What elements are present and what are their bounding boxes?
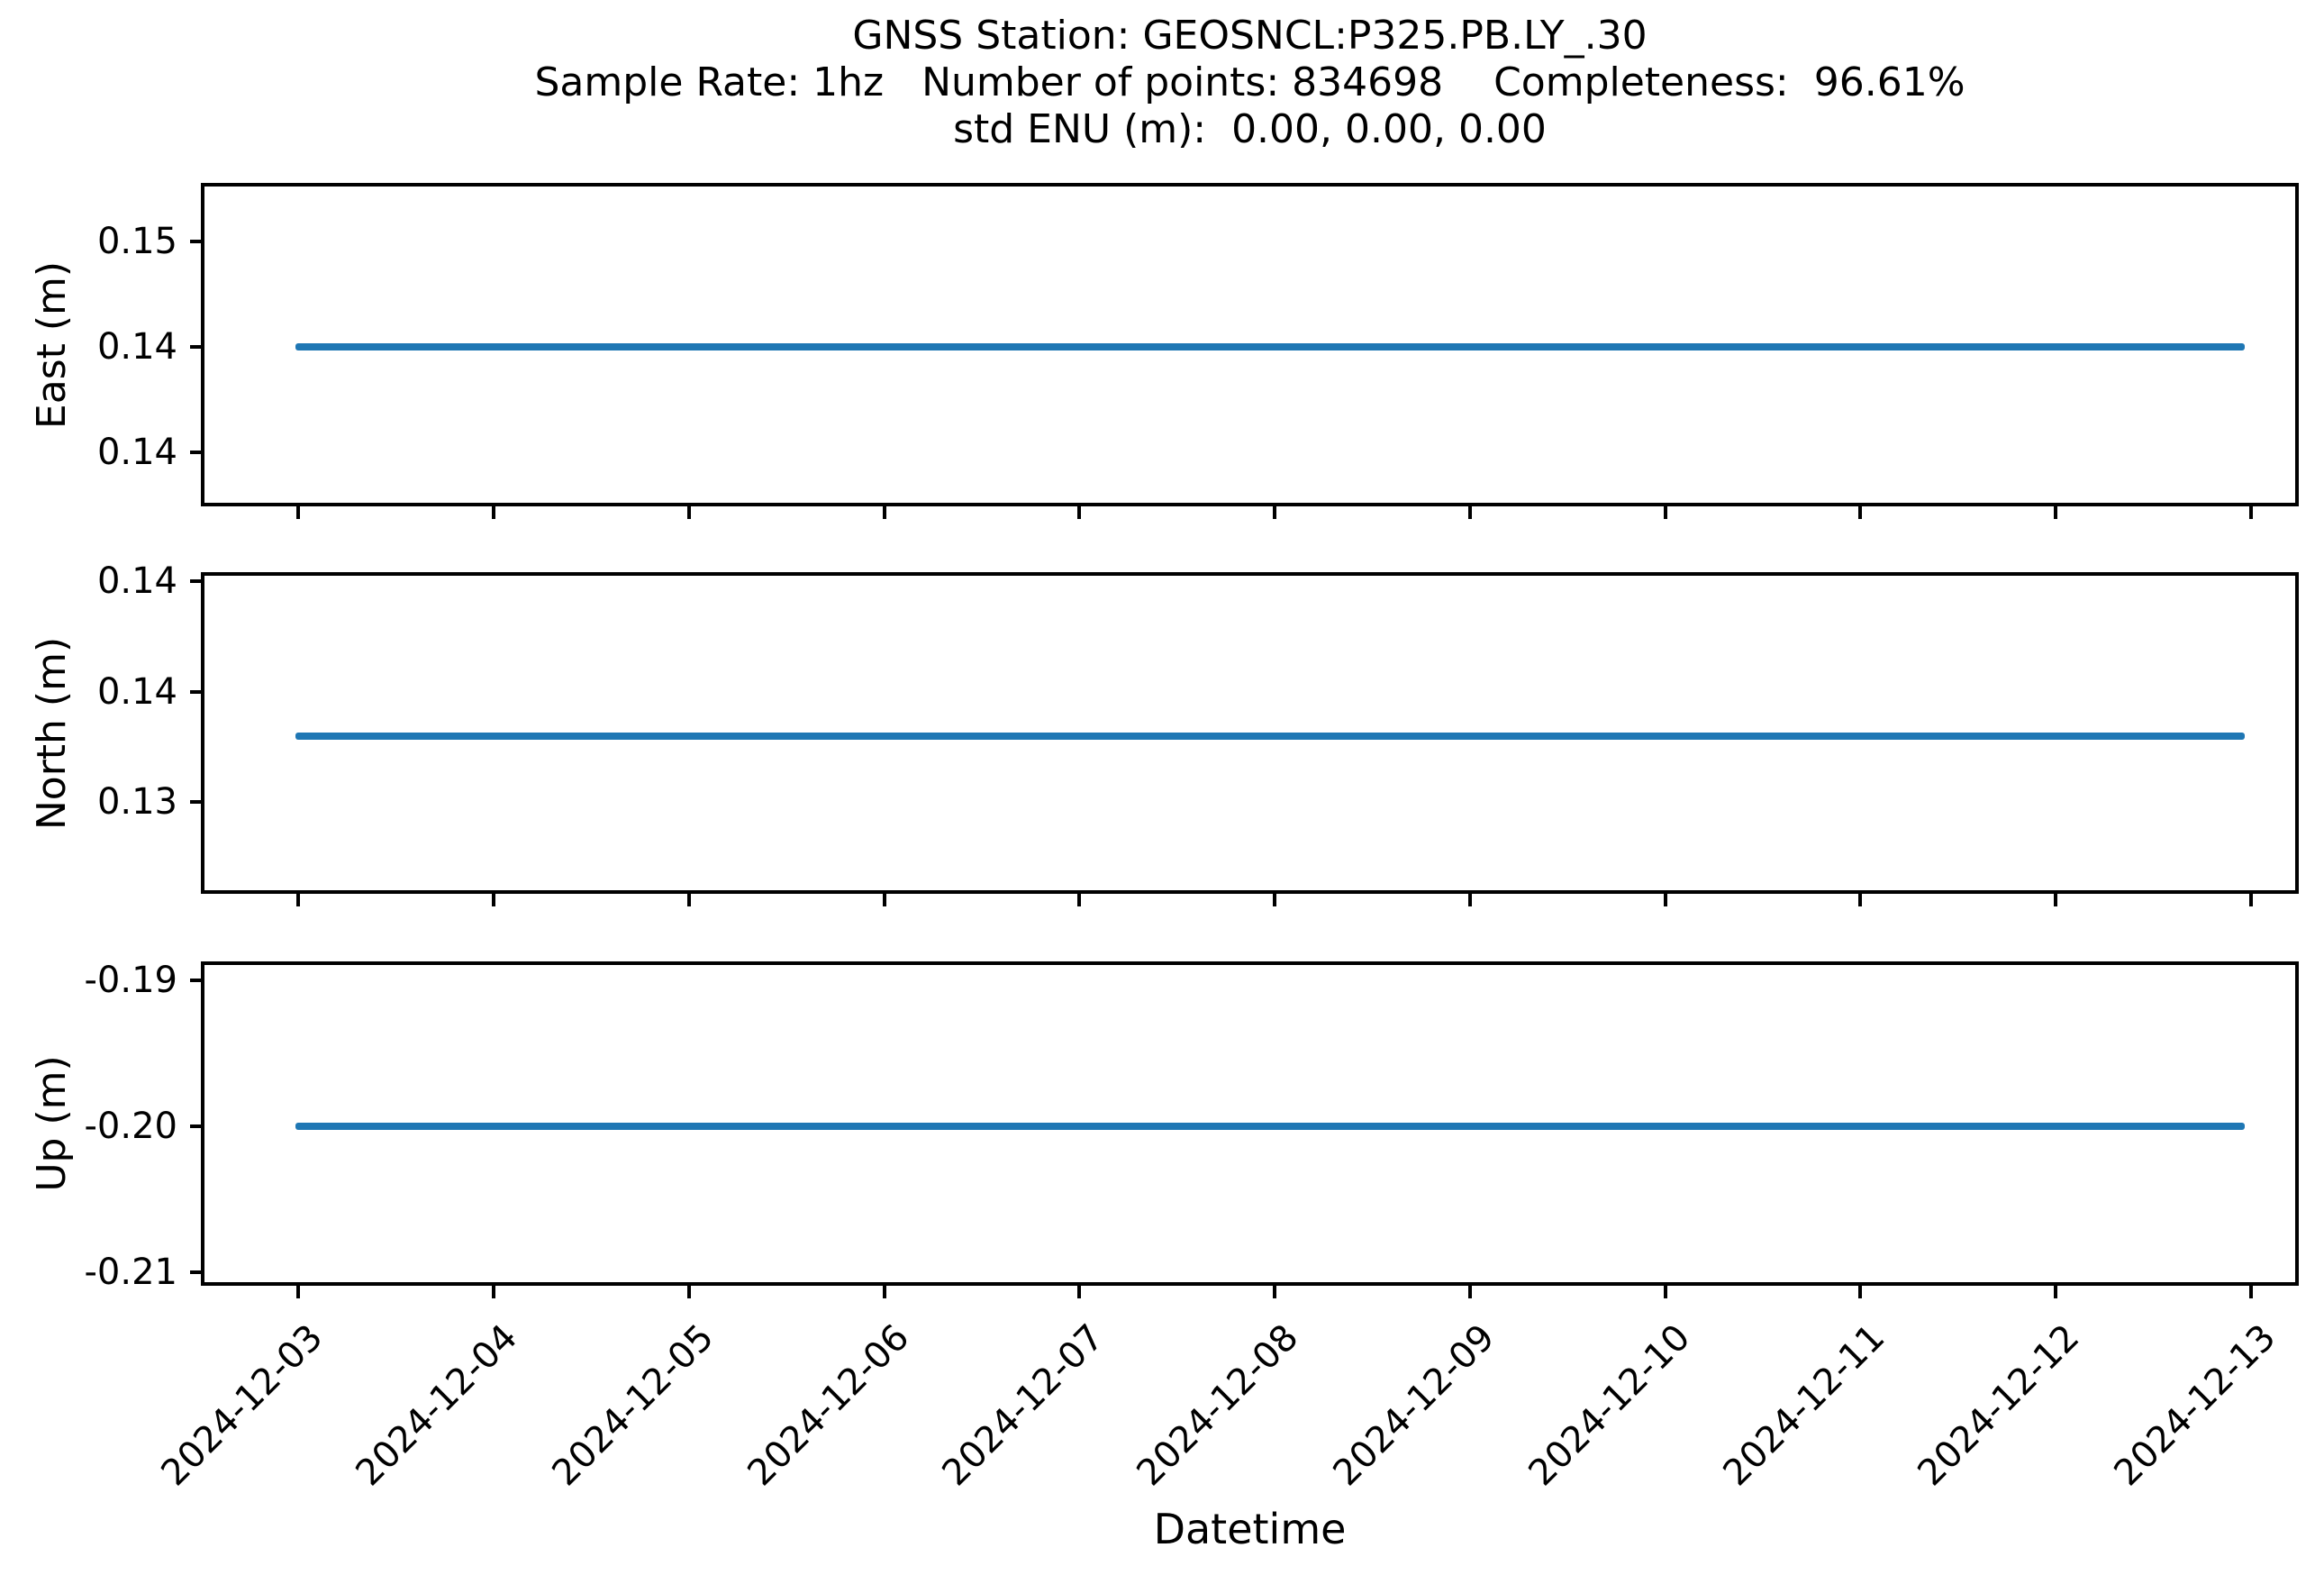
x-tick-label-date-1: 2024-12-04 (348, 1316, 526, 1495)
x-tick-mark-north-7 (1664, 894, 1667, 906)
x-tick-label-date-8: 2024-12-11 (1714, 1316, 1893, 1495)
y-tick-mark-up-1 (190, 1124, 203, 1128)
x-tick-mark-east-0 (296, 506, 301, 519)
x-tick-mark-east-4 (1077, 506, 1081, 519)
y-axis-label-up: Up (m) (29, 1055, 75, 1192)
x-tick-mark-up-9 (2053, 1286, 2057, 1298)
y-tick-label-up-0: -0.19 (84, 959, 178, 1001)
x-tick-label-date-9: 2024-12-12 (1910, 1316, 2088, 1495)
x-tick-mark-east-2 (687, 506, 692, 519)
x-tick-mark-north-10 (2249, 894, 2254, 906)
y-tick-label-east-2: 0.14 (96, 432, 177, 474)
y-tick-label-north-0: 0.14 (96, 560, 177, 603)
y-tick-label-up-1: -0.20 (84, 1105, 178, 1147)
east-line (295, 342, 2246, 351)
x-tick-mark-up-5 (1272, 1286, 1276, 1298)
y-tick-mark-north-0 (190, 579, 203, 584)
x-tick-mark-up-4 (1077, 1286, 1081, 1298)
x-tick-label-date-4: 2024-12-07 (933, 1316, 1112, 1495)
x-tick-mark-north-1 (491, 894, 495, 906)
x-tick-mark-north-2 (687, 894, 692, 906)
y-tick-mark-north-2 (190, 800, 203, 805)
y-tick-mark-up-0 (190, 978, 203, 982)
x-tick-label-date-6: 2024-12-09 (1325, 1316, 1502, 1495)
x-tick-mark-east-9 (2053, 506, 2057, 519)
x-tick-mark-up-2 (687, 1286, 692, 1298)
up-line (295, 1122, 2246, 1130)
x-tick-mark-north-5 (1272, 894, 1276, 906)
x-tick-mark-east-10 (2249, 506, 2254, 519)
x-tick-mark-north-8 (1858, 894, 1862, 906)
x-tick-mark-up-1 (491, 1286, 495, 1298)
x-tick-label-date-7: 2024-12-10 (1520, 1316, 1698, 1495)
y-tick-mark-east-2 (190, 451, 203, 455)
x-tick-mark-north-4 (1077, 894, 1081, 906)
x-tick-mark-up-8 (1858, 1286, 1862, 1298)
y-axis-label-east: East (m) (29, 260, 75, 429)
x-tick-mark-up-3 (883, 1286, 887, 1298)
x-tick-mark-east-1 (491, 506, 495, 519)
x-tick-label-date-10: 2024-12-13 (2106, 1316, 2283, 1495)
y-tick-label-north-1: 0.14 (96, 670, 177, 713)
x-tick-mark-east-3 (883, 506, 887, 519)
y-tick-mark-east-1 (190, 344, 203, 349)
x-tick-mark-up-10 (2249, 1286, 2254, 1298)
x-tick-mark-east-8 (1858, 506, 1862, 519)
figure-title-line2: Sample Rate: 1hz Number of points: 83469… (534, 59, 1965, 105)
figure-title-line3: std ENU (m): 0.00, 0.00, 0.00 (953, 106, 1547, 152)
y-tick-label-east-0: 0.15 (96, 220, 177, 262)
x-tick-mark-east-7 (1664, 506, 1667, 519)
x-tick-mark-up-7 (1664, 1286, 1667, 1298)
x-tick-mark-north-0 (296, 894, 301, 906)
y-tick-label-east-1: 0.14 (96, 325, 177, 368)
y-tick-mark-east-0 (190, 239, 203, 243)
x-tick-mark-east-5 (1272, 506, 1276, 519)
x-tick-mark-north-3 (883, 894, 887, 906)
y-axis-label-north: North (m) (29, 636, 75, 830)
x-tick-label-date-2: 2024-12-05 (544, 1316, 722, 1495)
x-tick-label-date-3: 2024-12-06 (739, 1316, 917, 1495)
x-tick-label-date-5: 2024-12-08 (1129, 1316, 1307, 1495)
x-tick-mark-north-9 (2053, 894, 2057, 906)
y-tick-mark-up-2 (190, 1270, 203, 1274)
y-tick-label-up-2: -0.21 (84, 1251, 178, 1293)
x-tick-mark-up-0 (296, 1286, 301, 1298)
x-tick-mark-up-6 (1468, 1286, 1473, 1298)
y-tick-mark-north-1 (190, 689, 203, 694)
x-axis-label: Datetime (1153, 1505, 1347, 1553)
x-tick-mark-north-6 (1468, 894, 1473, 906)
x-tick-mark-east-6 (1468, 506, 1473, 519)
y-tick-label-north-2: 0.13 (96, 781, 177, 824)
figure-title: GNSS Station: GEOSNCL:P325.PB.LY_.30 Sam… (203, 13, 2297, 153)
figure-title-line1: GNSS Station: GEOSNCL:P325.PB.LY_.30 (852, 13, 1648, 59)
x-tick-label-date-0: 2024-12-03 (152, 1316, 331, 1495)
north-line (295, 733, 2246, 741)
